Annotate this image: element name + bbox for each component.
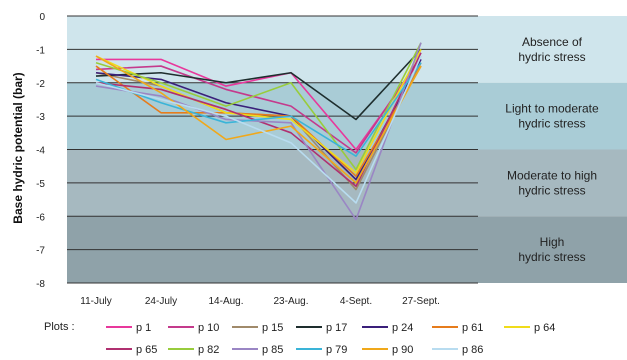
series-line-p85 [95,42,422,221]
legend-entry: p 61 [462,322,483,334]
x-tick-label: 24-July [145,296,177,307]
band-label-3: High [540,235,565,249]
y-tick-labels: 0 -1 -2 -3 -4 -5 -6 -7 -8 [36,12,45,290]
y-axis-label: Base hydric potential (bar) [11,72,25,223]
band-label-2: hydric stress [518,183,585,197]
x-tick-label: 4-Sept. [340,296,372,307]
series-line-p10 [95,55,422,154]
series-line-p1 [96,58,422,151]
legend: p 1 p 10 p 15 p 17 p 24 p 61 p 64 p 65 p 82 p 85 p… [106,322,555,356]
y-tick-label: -8 [36,279,45,290]
legend-entry: p 24 [392,322,413,334]
y-tick-label: -6 [36,212,45,223]
legend-entry: p 64 [534,322,555,334]
x-tick-label: 11-July [80,296,112,307]
legend-entry: p 1 [136,322,151,334]
series-line-p64 [95,49,422,174]
y-tick-label: -2 [36,79,45,90]
series-line-p86 [95,55,422,204]
y-tick-label: -5 [36,179,45,190]
band-label-0: Absence of [522,35,583,49]
y-tick-label: -3 [36,112,45,123]
legend-entry: p 15 [262,322,283,334]
legend-entry: p 65 [136,344,157,356]
series-line-p61 [95,65,422,177]
band-label-1: hydric stress [518,117,585,131]
series-line-p79 [95,62,422,157]
x-tick-label: 23-Aug. [273,296,308,307]
x-tick-label: 14-Aug. [208,296,243,307]
y-tick-label: -4 [36,146,45,157]
series-lines [95,42,422,221]
x-tick-labels: 11-July 24-July 14-Aug. 23-Aug. 4-Sept. 27-Se… [80,296,440,307]
series-line-p82 [95,42,422,171]
legend-title: Plots : [44,321,75,333]
series-line-p17 [95,48,422,121]
legend-entry: p 17 [326,322,347,334]
band-label-2: Moderate to high [507,168,597,182]
legend-entry: p 10 [198,322,219,334]
legend-entry: p 79 [326,344,347,356]
series-line-p24 [95,59,422,181]
legend-entry: p 86 [462,344,483,356]
gridlines [67,15,478,284]
band-label-3: hydric stress [518,250,585,264]
legend-entry: p 85 [262,344,283,356]
y-tick-label: -7 [36,246,45,257]
y-tick-label: 0 [39,12,45,23]
band-label-1: Light to moderate [505,102,599,116]
series-line-p90 [95,55,422,184]
band-label-0: hydric stress [518,50,585,64]
legend-entry: p 90 [392,344,413,356]
x-tick-label: 27-Sept. [402,296,440,307]
legend-entry: p 82 [198,344,219,356]
y-tick-label: -1 [36,45,45,56]
